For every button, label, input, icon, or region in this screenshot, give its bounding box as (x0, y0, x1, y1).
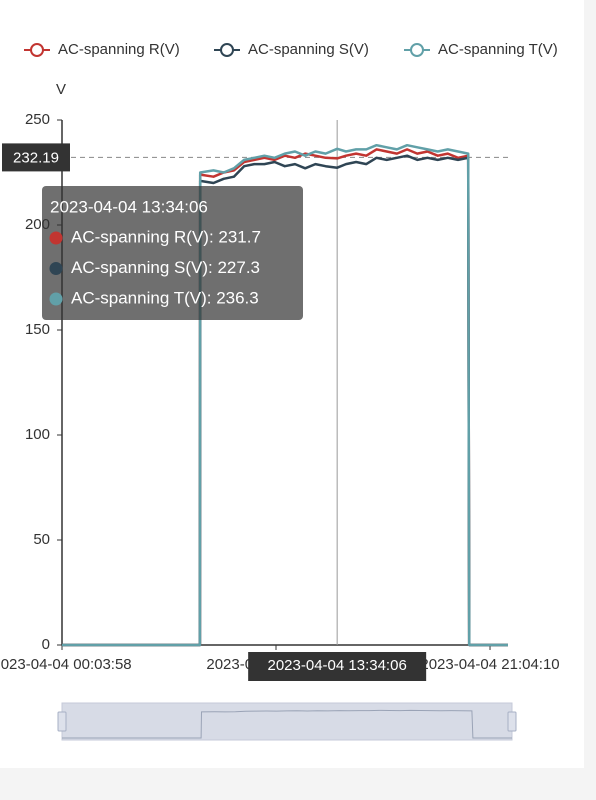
y-tick-label: 50 (33, 531, 50, 548)
zoom-track (61, 702, 513, 741)
zoom-preview (62, 709, 512, 739)
x-tick-label: 2023-04-04 21:04:10 (420, 656, 559, 673)
legend-icon (410, 43, 424, 57)
legend-label: AC-spanning S(V) (248, 41, 369, 58)
tooltip-row: AC-spanning S(V): 227.3 (71, 258, 260, 277)
zoom-handle[interactable] (507, 711, 517, 732)
series-line (62, 143, 508, 647)
tooltip-box (42, 186, 303, 320)
y-tick-label: 100 (25, 426, 50, 443)
tooltip-title: 2023-04-04 13:34:06 (50, 197, 208, 216)
legend-icon (220, 43, 234, 57)
y-axis-label: V (56, 81, 66, 98)
series-line (62, 148, 508, 647)
chart-background (0, 0, 584, 768)
y-pointer-label: 232.19 (13, 149, 59, 166)
tooltip-row: AC-spanning R(V): 231.7 (71, 227, 261, 246)
y-tick-label: 150 (25, 321, 50, 338)
tooltip-row: AC-spanning T(V): 236.3 (71, 288, 259, 307)
tooltip-dot (49, 292, 63, 306)
y-pointer-box (2, 143, 70, 172)
tooltip-dot (49, 231, 63, 245)
x-pointer-label: 2023-04-04 13:34:06 (268, 657, 407, 674)
series-line (62, 154, 508, 647)
legend-label: AC-spanning R(V) (58, 41, 180, 58)
x-tick-label: 2023-04-04 00:03:58 (0, 656, 132, 673)
zoom-handle[interactable] (57, 711, 67, 732)
legend-icon (30, 43, 44, 57)
y-tick-label: 0 (42, 636, 50, 653)
tooltip-dot (49, 262, 63, 275)
x-pointer-box (248, 652, 427, 681)
y-tick-label: 250 (25, 111, 50, 128)
legend-label: AC-spanning T(V) (438, 41, 558, 58)
